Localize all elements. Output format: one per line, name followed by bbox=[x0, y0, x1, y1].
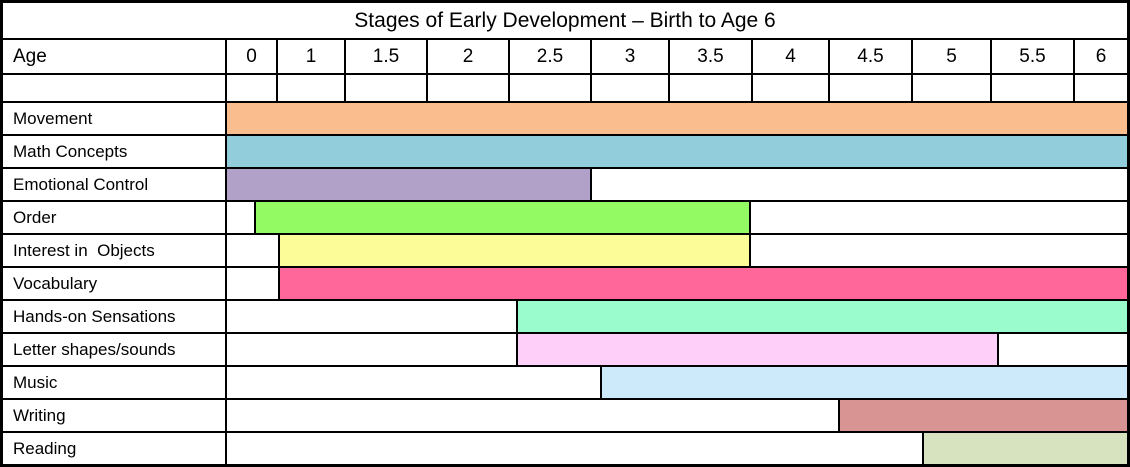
bar-math-concepts bbox=[227, 136, 1127, 167]
spacer-cell-5.5 bbox=[992, 75, 1075, 101]
bar-order bbox=[254, 202, 751, 233]
row-track-movement bbox=[227, 103, 1127, 134]
age-header-label: Age bbox=[3, 40, 227, 73]
row-emotional-control: Emotional Control bbox=[3, 169, 1127, 202]
age-tick-4.5: 4.5 bbox=[830, 40, 913, 73]
age-tick-3.5: 3.5 bbox=[670, 40, 753, 73]
row-track-emotional-control bbox=[227, 169, 1127, 200]
age-tick-5.5: 5.5 bbox=[992, 40, 1075, 73]
row-track-math-concepts bbox=[227, 136, 1127, 167]
row-track-writing bbox=[227, 400, 1127, 431]
row-track-order bbox=[227, 202, 1127, 233]
row-label-math-concepts: Math Concepts bbox=[3, 136, 227, 167]
row-reading: Reading bbox=[3, 433, 1127, 464]
row-label-reading: Reading bbox=[3, 433, 227, 464]
chart-rows: Movement Math Concepts Emotional Control Or… bbox=[3, 103, 1127, 464]
row-vocabulary: Vocabulary bbox=[3, 268, 1127, 301]
chart-title: Stages of Early Development – Birth to A… bbox=[354, 9, 776, 32]
spacer-cell-1.5 bbox=[346, 75, 428, 101]
bar-emotional-control bbox=[227, 169, 592, 200]
row-hands-on-sensations: Hands-on Sensations bbox=[3, 301, 1127, 334]
row-track-vocabulary bbox=[227, 268, 1127, 299]
grid-spacer-row bbox=[3, 75, 1127, 103]
spacer-cell-5 bbox=[913, 75, 992, 101]
row-track-hands-on-sensations bbox=[227, 301, 1127, 332]
row-label-music: Music bbox=[3, 367, 227, 398]
age-tick-1.5: 1.5 bbox=[346, 40, 428, 73]
bar-writing bbox=[838, 400, 1127, 431]
spacer-cell-2 bbox=[428, 75, 510, 101]
spacer-cell-1 bbox=[278, 75, 346, 101]
row-label-interest-in-objects: Interest in Objects bbox=[3, 235, 227, 266]
row-writing: Writing bbox=[3, 400, 1127, 433]
row-music: Music bbox=[3, 367, 1127, 400]
row-movement: Movement bbox=[3, 103, 1127, 136]
age-tick-2: 2 bbox=[428, 40, 510, 73]
row-label-writing: Writing bbox=[3, 400, 227, 431]
row-label-letter-shapes-sounds: Letter shapes/sounds bbox=[3, 334, 227, 365]
row-track-music bbox=[227, 367, 1127, 398]
bar-music bbox=[600, 367, 1127, 398]
spacer-cell-6 bbox=[1075, 75, 1127, 101]
row-label-vocabulary: Vocabulary bbox=[3, 268, 227, 299]
spacer-cell-4.5 bbox=[830, 75, 913, 101]
row-order: Order bbox=[3, 202, 1127, 235]
row-track-reading bbox=[227, 433, 1127, 464]
row-label-emotional-control: Emotional Control bbox=[3, 169, 227, 200]
age-tick-1: 1 bbox=[278, 40, 346, 73]
spacer-cell-4 bbox=[753, 75, 830, 101]
age-header-row: Age 0 1 1.5 2 2.5 3 3.5 4 4.5 5 5.5 6 bbox=[3, 40, 1127, 75]
row-label-order: Order bbox=[3, 202, 227, 233]
row-track-letter-shapes-sounds bbox=[227, 334, 1127, 365]
bar-vocabulary bbox=[278, 268, 1127, 299]
bar-movement bbox=[227, 103, 1127, 134]
spacer-cell-3.5 bbox=[670, 75, 753, 101]
bar-letter-shapes-sounds bbox=[516, 334, 999, 365]
age-tick-2.5: 2.5 bbox=[510, 40, 592, 73]
row-math-concepts: Math Concepts bbox=[3, 136, 1127, 169]
age-tick-5: 5 bbox=[913, 40, 992, 73]
spacer-cell-0 bbox=[227, 75, 278, 101]
spacer-cell-3 bbox=[592, 75, 670, 101]
age-tick-4: 4 bbox=[753, 40, 830, 73]
age-tick-3: 3 bbox=[592, 40, 670, 73]
row-label-hands-on-sensations: Hands-on Sensations bbox=[3, 301, 227, 332]
row-track-interest-in-objects bbox=[227, 235, 1127, 266]
spacer-cell-2.5 bbox=[510, 75, 592, 101]
chart-title-row: Stages of Early Development – Birth to A… bbox=[3, 3, 1127, 40]
row-interest-in-objects: Interest in Objects bbox=[3, 235, 1127, 268]
row-letter-shapes-sounds: Letter shapes/sounds bbox=[3, 334, 1127, 367]
age-tick-6: 6 bbox=[1095, 45, 1107, 67]
bar-reading bbox=[922, 433, 1127, 464]
row-label-movement: Movement bbox=[3, 103, 227, 134]
bar-interest-in-objects bbox=[278, 235, 751, 266]
bar-hands-on-sensations bbox=[516, 301, 1127, 332]
spacer-label-cell bbox=[3, 75, 227, 101]
age-tick-0: 0 bbox=[227, 40, 278, 73]
